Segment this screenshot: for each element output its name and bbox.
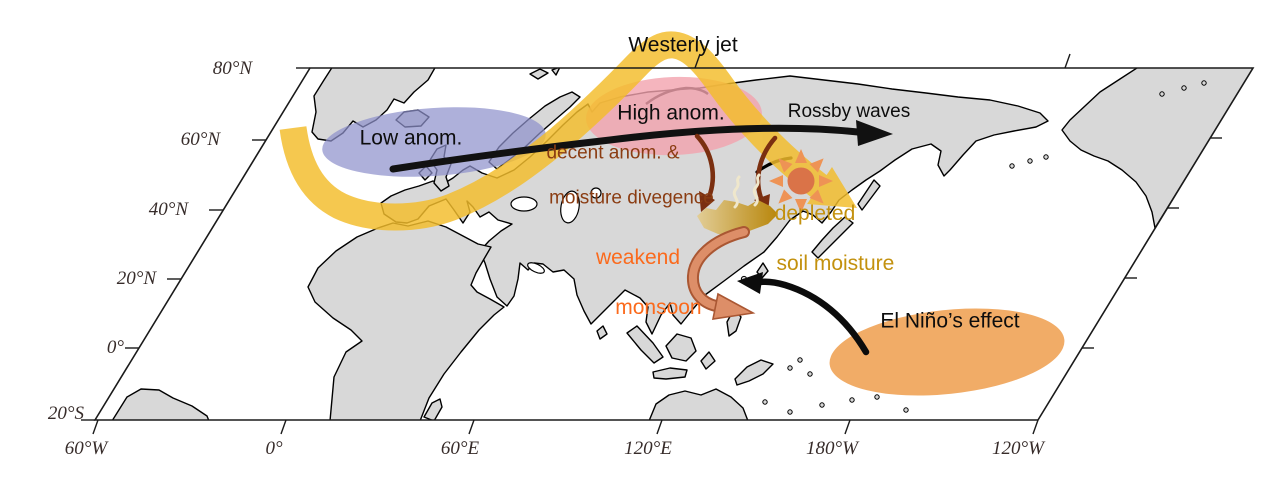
land-borneo [665, 333, 697, 362]
latitude-ticks [81, 67, 310, 421]
persian-gulf [527, 262, 545, 274]
black-sea [510, 196, 538, 212]
lat-label-0: 0° [106, 337, 124, 358]
lat-label-20n: 20°N [116, 268, 156, 289]
lon-label-120w: 120°W [992, 438, 1044, 459]
low-anomaly-label: Low anom. [359, 126, 463, 150]
descent-anomaly-label: decent anom. & moisture divegence [546, 142, 714, 209]
map-frame [81, 53, 1255, 435]
lat-label-80n: 80°N [212, 58, 252, 79]
land-japan [811, 216, 854, 259]
land-south-america [111, 388, 210, 420]
depleted-soil-label: depleted soil moisture [774, 201, 895, 275]
land-new-guinea [734, 359, 774, 386]
longitude-ticks [92, 419, 1039, 435]
aral-sea [590, 187, 602, 199]
low-anomaly-ellipse [322, 107, 546, 177]
land-madagascar [423, 398, 443, 420]
land-sumatra [626, 325, 664, 364]
lon-label-60w: 60°W [64, 438, 108, 459]
land-north-america [1061, 68, 1253, 229]
land-java [652, 367, 688, 380]
caspian-sea [560, 190, 580, 224]
lon-label-60e: 60°E [440, 438, 480, 459]
el-nino-ellipse [829, 308, 1065, 396]
land-sri-lanka [596, 325, 608, 340]
latitude-ticks-right [1082, 137, 1222, 349]
lon-label-120e: 120°E [624, 438, 672, 459]
steam-lines-icon [732, 173, 761, 209]
lat-label-60n: 60°N [180, 129, 220, 150]
weakened-monsoon-label: weakend monsoon [595, 245, 702, 319]
land-sulawesi [700, 351, 716, 370]
lat-label-40n: 40°N [148, 199, 188, 220]
high-anomaly-label: High anom. [617, 101, 725, 125]
el-nino-label: El Niño’s effect [880, 309, 1020, 333]
monsoon-arrow [686, 226, 756, 320]
lon-label-0: 0° [265, 438, 283, 459]
lat-label-20s: 20°S [47, 403, 84, 424]
lon-label-180w: 180°W [806, 438, 858, 459]
longitude-ticks-top [694, 53, 1071, 69]
rossby-waves-label: Rossby waves [787, 100, 911, 122]
land-sakhalin [857, 179, 881, 211]
sun-icon [769, 149, 833, 213]
westerly-jet-label: Westerly jet [628, 33, 738, 57]
rossby-arrow [389, 120, 893, 173]
land-australia [648, 388, 749, 420]
land-africa [307, 220, 505, 420]
el-nino-arrow [737, 272, 870, 356]
dry-soil-patch [697, 173, 778, 236]
